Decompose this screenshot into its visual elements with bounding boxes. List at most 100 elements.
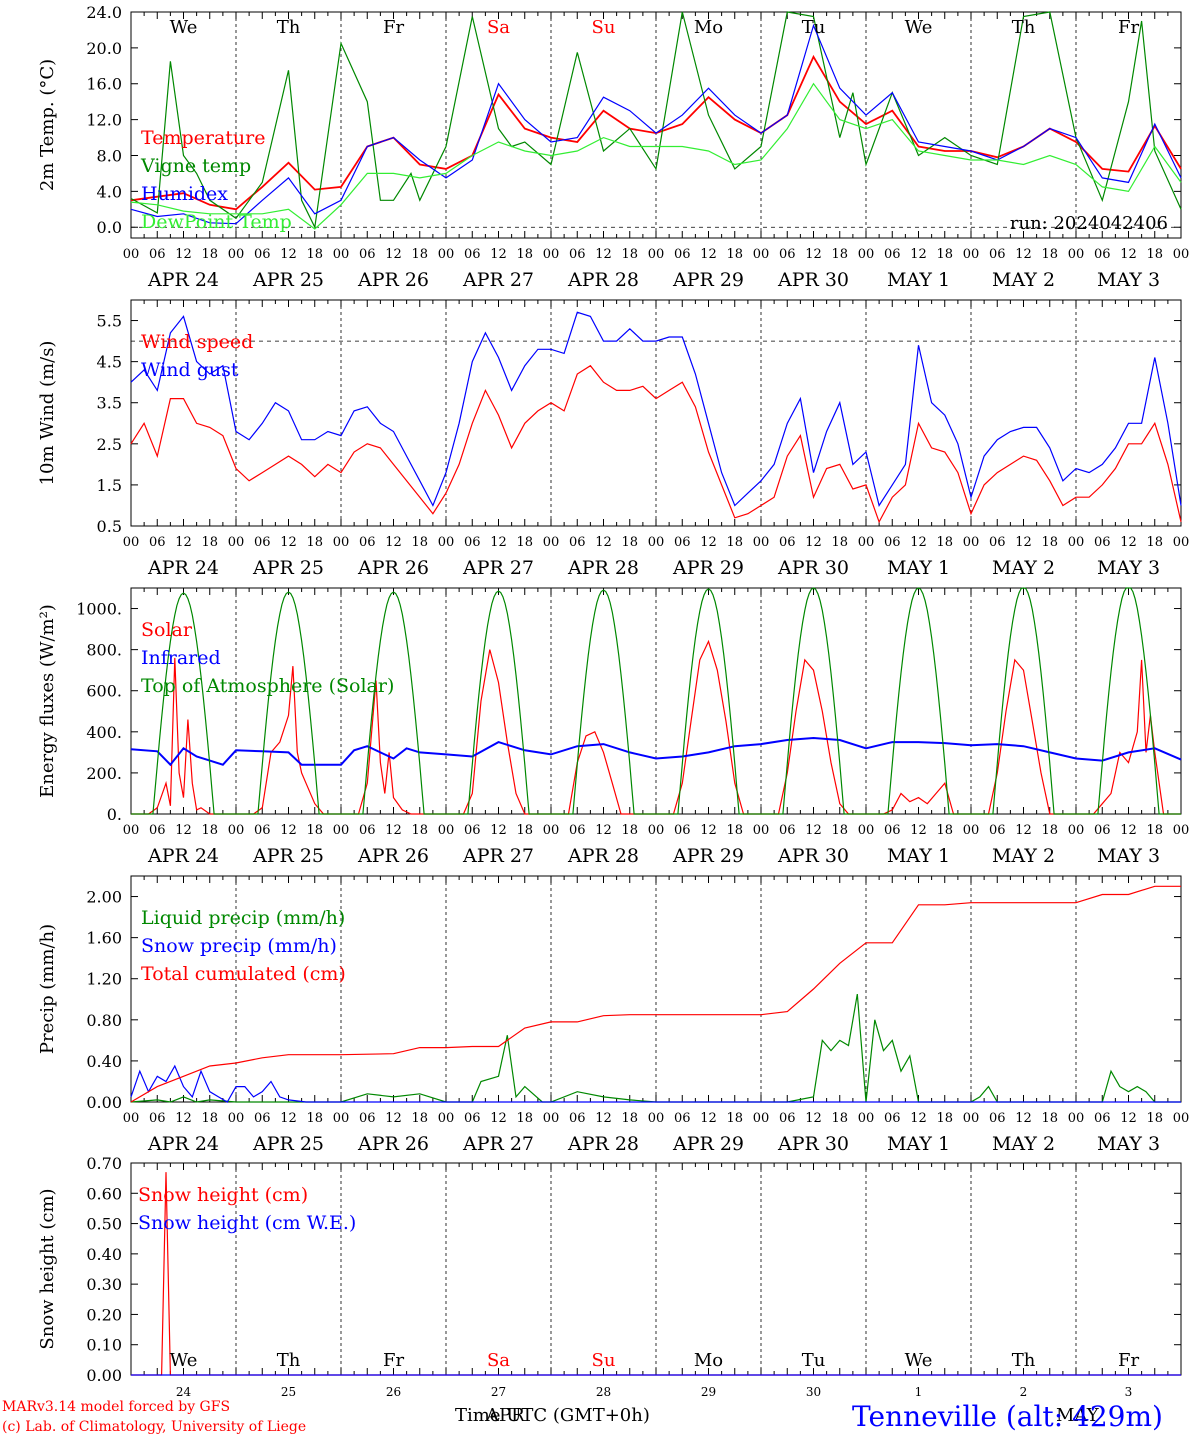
date-label: MAY 2: [992, 269, 1055, 291]
hour-label: 00: [438, 247, 455, 262]
hour-label: 06: [1094, 247, 1111, 262]
y-tick-label: 8.0: [97, 146, 122, 165]
hour-label: 18: [1041, 1111, 1058, 1126]
hour-label: 18: [201, 823, 218, 838]
hour-label: 18: [1041, 247, 1058, 262]
hour-label: 06: [464, 1111, 481, 1126]
date-label: APR 25: [252, 557, 324, 579]
date-label: APR 29: [672, 1133, 744, 1155]
day-number-label: 3: [1125, 1385, 1133, 1399]
series-line-solar: [131, 639, 1181, 815]
hour-label: 18: [1146, 1111, 1163, 1126]
y-tick-label: 0.: [107, 805, 122, 824]
hour-label: 00: [1068, 1111, 1085, 1126]
hour-label: 00: [543, 535, 560, 550]
hour-label: 18: [726, 1111, 743, 1126]
hour-label: 00: [333, 535, 350, 550]
hour-label: 06: [674, 823, 691, 838]
weekday-label: We: [905, 17, 933, 38]
y-tick-label: 3.5: [97, 394, 122, 413]
hour-label: 18: [1041, 535, 1058, 550]
hour-label: 00: [123, 823, 140, 838]
series-line-infrared: [130, 736, 1182, 767]
hour-label: 18: [306, 1111, 323, 1126]
hour-label: 06: [779, 535, 796, 550]
hour-label: 18: [201, 247, 218, 262]
weekday-label: Su: [592, 1350, 616, 1371]
y-tick-label: 1.20: [86, 970, 122, 989]
day-number-label: 26: [386, 1385, 401, 1399]
hour-label: 12: [175, 535, 192, 550]
hour-label: 18: [621, 823, 638, 838]
day-number-label: 29: [701, 1385, 716, 1399]
y-tick-label: 0.40: [86, 1052, 122, 1071]
hour-label: 00: [333, 823, 350, 838]
legend-entry: DewPoint Temp: [141, 211, 292, 233]
weekday-label: Th: [277, 1350, 301, 1371]
hour-label: 12: [805, 247, 822, 262]
y-tick-label: 0.40: [86, 1245, 122, 1264]
hour-label: 00: [543, 1111, 560, 1126]
hour-label: 06: [989, 247, 1006, 262]
hour-label: 18: [411, 823, 428, 838]
hour-label: 18: [936, 823, 953, 838]
series-line-humidex: [130, 23, 1182, 225]
hour-label: 12: [1015, 823, 1032, 838]
hour-label: 06: [359, 823, 376, 838]
y-axis-label: Precip (mm/h): [37, 924, 58, 1054]
hour-label: 06: [464, 247, 481, 262]
hour-label: 06: [884, 535, 901, 550]
hour-label: 12: [910, 823, 927, 838]
hour-label: 18: [306, 823, 323, 838]
hour-label: 06: [569, 247, 586, 262]
hour-label: 12: [595, 535, 612, 550]
y-tick-label: 0.00: [86, 1093, 122, 1112]
hour-label: 06: [989, 823, 1006, 838]
weekday-label: Th: [1012, 1350, 1036, 1371]
hour-label: 12: [805, 535, 822, 550]
hour-label: 00: [858, 535, 875, 550]
y-tick-label: 5.5: [97, 312, 122, 331]
hour-label: 18: [516, 1111, 533, 1126]
date-label: APR 27: [462, 1133, 534, 1155]
hour-label: 12: [280, 823, 297, 838]
weekday-label: Su: [592, 17, 616, 38]
day-number-label: 28: [596, 1385, 611, 1399]
station-label: Tenneville (alt: 429m): [852, 1400, 1163, 1433]
legend-entry: Wind speed: [141, 331, 253, 353]
hour-label: 18: [936, 1111, 953, 1126]
y-axis-label: Energy fluxes (W/m²): [37, 604, 58, 798]
y-tick-label: 1.5: [97, 476, 122, 495]
hour-label: 18: [726, 535, 743, 550]
hour-label: 00: [963, 1111, 980, 1126]
y-tick-label: 24.0: [86, 3, 122, 22]
hour-label: 18: [621, 247, 638, 262]
hour-label: 06: [569, 823, 586, 838]
hour-label: 00: [963, 823, 980, 838]
y-tick-label: 20.0: [86, 39, 122, 58]
hour-label: 18: [831, 1111, 848, 1126]
hour-label: 06: [674, 1111, 691, 1126]
legend-entry: Vigne temp: [140, 155, 251, 177]
date-label: APR 27: [462, 269, 534, 291]
hour-label: 06: [779, 1111, 796, 1126]
hour-label: 00: [228, 1111, 245, 1126]
y-tick-label: 0.5: [97, 517, 122, 536]
hour-label: 18: [201, 1111, 218, 1126]
hour-label: 12: [805, 823, 822, 838]
hour-label: 12: [490, 823, 507, 838]
date-label: MAY 2: [992, 557, 1055, 579]
legend-entry: Snow precip (mm/h): [141, 935, 337, 957]
hour-label: 12: [385, 823, 402, 838]
hour-label: 12: [385, 1111, 402, 1126]
series-line-wind-speed: [130, 364, 1182, 524]
hour-label: 12: [175, 1111, 192, 1126]
date-label: APR 30: [777, 557, 849, 579]
date-label: APR 25: [252, 845, 324, 867]
hour-label: 06: [254, 823, 271, 838]
date-label: APR 28: [567, 269, 639, 291]
hour-label: 12: [700, 1111, 717, 1126]
hour-label: 00: [858, 247, 875, 262]
y-tick-label: 2.5: [97, 435, 122, 454]
